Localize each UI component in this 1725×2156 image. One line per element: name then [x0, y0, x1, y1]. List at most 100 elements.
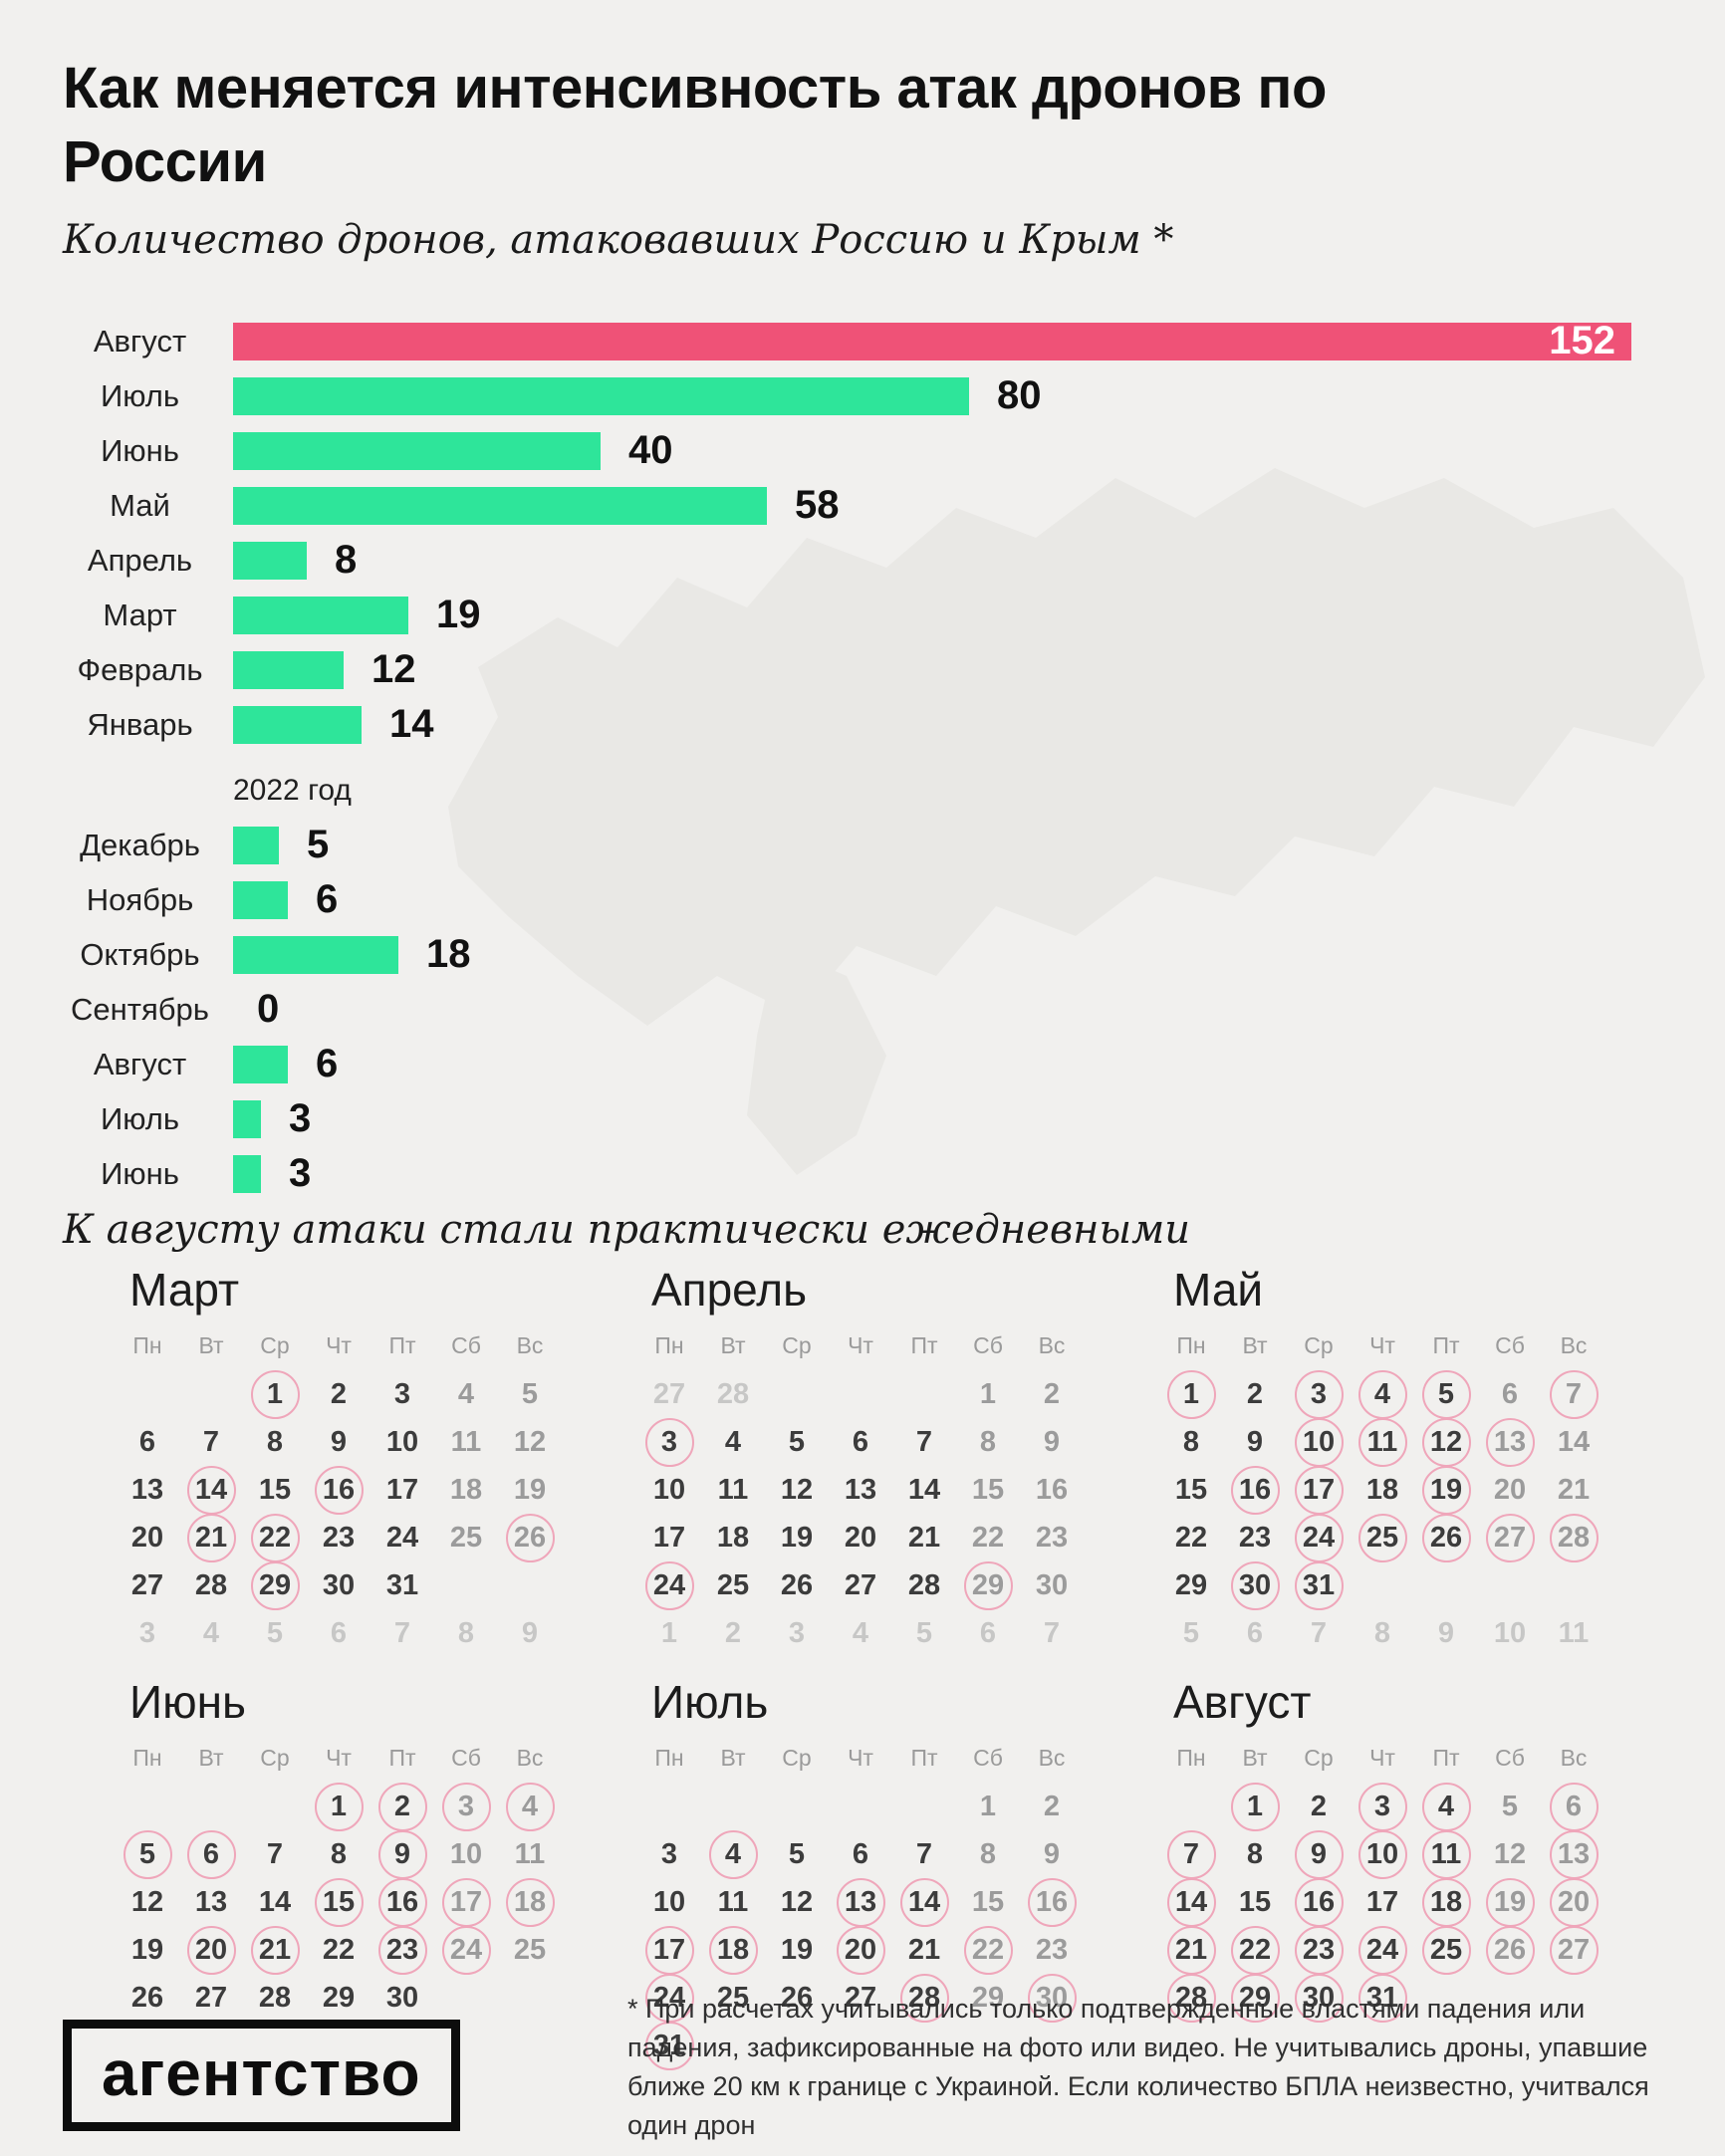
weekday-header: Пн	[654, 1744, 684, 1771]
bar-row: Июль 80	[63, 368, 1685, 423]
weekday-header: Пн	[1176, 1744, 1206, 1771]
calendar-day: 11	[717, 1473, 749, 1506]
calendar-day: 5	[915, 1616, 933, 1649]
calendar-day-circled: 3	[1287, 1369, 1351, 1419]
bar-row: Январь 14	[63, 697, 1685, 752]
calendar-day: 7	[202, 1425, 220, 1458]
calendar-day: 27	[130, 1568, 164, 1601]
calendar-empty-cell	[434, 1561, 498, 1609]
calendar-day: 8	[457, 1616, 475, 1649]
calendar-empty-cell	[829, 1783, 892, 1830]
calendar-day-circled: 11	[1351, 1417, 1414, 1467]
bar-category-label: Июль	[100, 377, 180, 413]
calendar-day: 18	[1365, 1473, 1399, 1506]
calendar-day-circled: 14	[1159, 1877, 1223, 1927]
calendar-day: 28	[194, 1568, 228, 1601]
calendar-day: 22	[322, 1933, 356, 1966]
weekday-header: Пт	[1432, 1331, 1460, 1358]
calendar-day-circled: 29	[1223, 1973, 1287, 2023]
bar-track: 12	[233, 647, 1685, 692]
bar-track: 8	[233, 538, 1685, 583]
calendar-empty-cell	[765, 1370, 829, 1418]
calendar-day-circled: 5	[1414, 1369, 1478, 1419]
weekday-header: Сб	[973, 1744, 1003, 1771]
calendar-day-circled: 21	[1159, 1925, 1223, 1975]
calendar-day: 12	[780, 1473, 814, 1506]
calendar-day-circled: 24	[1287, 1513, 1351, 1562]
calendar-day: 17	[1365, 1885, 1399, 1918]
calendar-day-circled: 16	[370, 1877, 434, 1927]
calendar-day: 3	[393, 1377, 411, 1410]
calendar-day: 4	[202, 1616, 220, 1649]
calendar-day-circled: 14	[892, 1877, 956, 1927]
bar-track: 3	[233, 1151, 1685, 1196]
calendar-day-circled: 4	[1351, 1369, 1414, 1419]
calendar-day: 30	[322, 1568, 356, 1601]
calendar-month-grid: Пн Вт Ср Чт Пт Сб Вс 1 2 3 4 5 6 7 8 9 10 11 12 13 14 15 16 17 1…	[1159, 1320, 1605, 1657]
weekday-header: Вс	[1560, 1744, 1588, 1771]
calendar-day-circled: 6	[179, 1829, 243, 1879]
calendar-day-circled: 23	[370, 1925, 434, 1975]
calendar-day-circled: 30	[1223, 1560, 1287, 1610]
calendar-day: 20	[1493, 1473, 1527, 1506]
bar-value: 80	[997, 373, 1042, 417]
calendar-month-title: Март	[129, 1264, 240, 1316]
calendar-day-circled: 16	[307, 1465, 370, 1515]
weekday-header: Пт	[388, 1744, 416, 1771]
calendar-day: 8	[979, 1837, 997, 1870]
calendar-day: 7	[915, 1837, 933, 1870]
bar-track: 152	[233, 319, 1685, 362]
calendar-day: 25	[513, 1933, 547, 1966]
calendar-day: 19	[130, 1933, 164, 1966]
calendar-day: 8	[1182, 1425, 1200, 1458]
bar-value: 58	[795, 483, 840, 527]
calendar-day: 21	[907, 1933, 941, 1966]
bar	[233, 826, 279, 864]
calendar-day: 26	[780, 1981, 814, 2014]
calendar-day: 22	[1174, 1521, 1208, 1554]
weekday-header: Ср	[1304, 1331, 1334, 1358]
weekday-header: Пн	[654, 1331, 684, 1358]
calendar-day: 9	[1246, 1425, 1264, 1458]
calendar-day: 1	[979, 1790, 997, 1822]
calendar-day: 2	[330, 1377, 348, 1410]
bar-category-label: Март	[103, 597, 177, 632]
weekday-header: Вт	[720, 1744, 746, 1771]
calendar-day-circled: 1	[243, 1369, 307, 1419]
bar-track: 58	[233, 483, 1685, 528]
calendar-day: 17	[385, 1473, 419, 1506]
calendar-empty-cell	[829, 1370, 892, 1418]
bar-track: 40	[233, 428, 1685, 473]
calendar-day: 2	[1043, 1377, 1061, 1410]
weekday-header: Пн	[132, 1744, 162, 1771]
bar-category-label: Октябрь	[80, 936, 200, 972]
calendar-day: 6	[979, 1616, 997, 1649]
weekday-header: Ср	[782, 1744, 812, 1771]
weekday-header: Ср	[782, 1331, 812, 1358]
calendar-day: 28	[716, 1377, 750, 1410]
bar-row: Октябрь 18	[63, 927, 1685, 982]
calendar-day: 29	[1174, 1568, 1208, 1601]
weekday-header: Чт	[326, 1744, 352, 1771]
calendar-day-circled: 15	[307, 1877, 370, 1927]
bar-category-label: Сентябрь	[71, 991, 209, 1027]
bar-value: 18	[426, 932, 471, 976]
weekday-header: Вт	[1242, 1331, 1268, 1358]
weekday-header: Вс	[516, 1331, 544, 1358]
bar-group-2022: Декабрь 5 Ноябрь 6 Октябрь 18 Сентябрь 0	[63, 818, 1685, 1201]
calendar-day: 26	[130, 1981, 164, 2014]
bar-row: Август 152	[63, 314, 1685, 368]
calendar-day-circled: 16	[1020, 1877, 1084, 1927]
bar	[233, 1045, 288, 1083]
calendar-empty-cell	[1478, 1561, 1542, 1609]
bar-value: 3	[289, 1096, 312, 1140]
calendar-day-circled: 17	[1287, 1465, 1351, 1515]
calendar-day: 9	[1043, 1425, 1061, 1458]
bar-category-label: Февраль	[77, 651, 203, 687]
calendar-day: 23	[1238, 1521, 1272, 1554]
calendar-day-circled: 28	[892, 1973, 956, 2023]
weekday-header: Пт	[910, 1331, 938, 1358]
calendar-day: 6	[1501, 1377, 1519, 1410]
calendar-day-circled: 4	[701, 1829, 765, 1879]
calendar-day-circled: 29	[956, 1560, 1020, 1610]
